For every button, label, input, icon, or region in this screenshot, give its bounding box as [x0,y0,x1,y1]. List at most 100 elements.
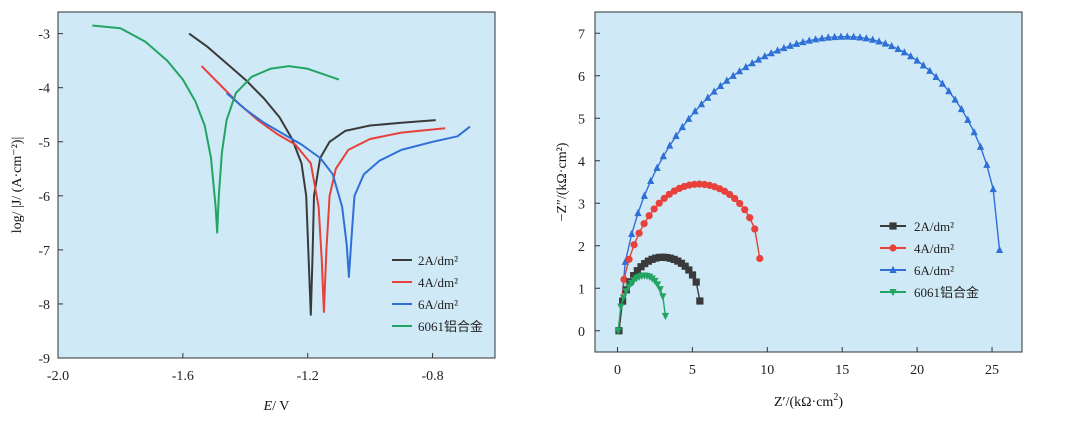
series-2-point [862,34,870,42]
series-2-point [653,163,661,171]
x-tick-label: -2.0 [47,369,69,384]
series-2-point [856,33,864,41]
x-axis-label-close: ) [838,395,843,410]
legend-label-3: 6061铝合金 [418,319,483,334]
legend-label-2: 6A/dm² [418,297,458,312]
y-tick-label: 6 [578,70,585,85]
y-tick-label: -7 [38,244,50,259]
legend-label-2: 6A/dm² [914,263,954,278]
series-2-point [640,191,648,199]
x-axis-label-symbol: E [263,399,273,414]
series-2-point [932,72,940,80]
series-3-point [619,294,628,302]
series-2-point [945,87,953,95]
series-0-point [674,257,682,265]
series-2-point [818,34,826,42]
series-2-point [976,142,985,150]
series-2-point [748,58,756,67]
series-2-point [685,114,693,122]
x-tick-label: 10 [760,363,774,378]
series-2-point [799,37,807,46]
series-2-point [811,35,820,43]
series-2-point [837,32,845,40]
series-2-point [697,100,706,108]
series-1-point [726,190,734,199]
legend-label-0: 2A/dm² [914,219,954,234]
series-2-point [761,52,769,60]
series-line-3 [92,24,340,234]
legend-marker-1 [889,244,897,252]
series-0-point [677,259,686,267]
series-line-2 [225,92,471,278]
series-2-point [875,37,883,45]
series-3-point [661,312,670,321]
x-tick-label: 0 [614,363,621,378]
series-3-point [659,293,667,301]
x-axis-label-sup: 2 [833,392,838,403]
series-0-point [633,267,641,275]
y-tick-label: -9 [38,352,50,367]
y-tick-label: -4 [38,82,50,97]
x-axis-label: E/ V [263,399,290,414]
x-tick-label: 25 [985,363,999,378]
series-0-point [692,278,700,286]
series-0-point [641,260,649,268]
series-0-point [688,271,697,279]
legend-label-1: 4A/dm² [914,241,954,256]
series-1-point [741,206,749,214]
series-2-point [634,208,642,217]
y-tick-label: 0 [578,325,585,340]
y-tick-label: -6 [38,190,50,205]
series-1-point [655,199,663,207]
series-1-point [751,225,759,233]
y-tick-label: 2 [578,240,585,255]
x-axis-label-unit: / V [272,399,289,414]
series-2-point [666,141,674,149]
legend-label-0: 2A/dm² [418,253,458,268]
y-tick-label: -3 [38,28,50,43]
series-3-point [617,303,625,311]
series-2-point [647,176,655,185]
series-2-point [926,66,934,74]
series-2-point [919,61,928,69]
x-axis-label: Z′/(kΩ·cm2) [774,392,843,410]
series-3-point [622,288,630,296]
series-2-point [888,41,896,50]
y-tick-label: 7 [578,27,585,42]
series-2-point [805,36,813,44]
series-2-point [938,79,947,87]
x-tick-label: -1.2 [297,369,319,384]
series-2-point [869,35,877,43]
x-tick-label: 15 [835,363,849,378]
y-axis-label: −Z″/(kΩ·cm²) [555,142,570,221]
series-1-point [736,199,744,208]
series-2-point [995,245,1004,253]
series-2-point [951,95,959,103]
y-tick-label: 3 [578,197,585,212]
series-1-point [625,255,633,263]
series-0-point [655,253,664,262]
series-2-point [628,229,636,237]
series-0-point [648,255,656,263]
legend-marker-3 [889,289,897,297]
series-1-point [630,241,638,249]
series-0-point [685,266,693,274]
plot-frame [594,11,1023,353]
series-2-point [907,52,915,60]
legend-label-1: 4A/dm² [418,275,458,290]
x-tick-label: -1.6 [172,369,194,384]
series-0-point [644,257,652,265]
series-2-point [754,55,763,63]
y-tick-label: 5 [578,112,585,127]
series-1-point [650,205,658,213]
series-1-point [640,220,648,228]
series-2-point [881,39,889,47]
series-2-point [723,76,731,84]
series-0-point [652,254,660,262]
series-1-point [756,254,764,263]
series-0-point [696,297,704,305]
y-tick-label: -5 [38,136,50,151]
series-2-point [621,257,629,265]
series-3-point [614,327,622,335]
series-3-point [653,281,662,289]
